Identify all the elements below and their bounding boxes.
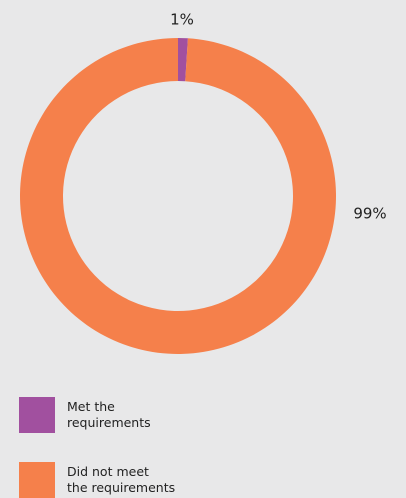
legend-item: Met the requirements (19, 397, 151, 433)
legend-label: Met the requirements (67, 399, 151, 430)
donut-slice (178, 38, 188, 82)
value-label: 1% (170, 11, 194, 29)
legend-item: Did not meet the requirements (19, 462, 175, 498)
donut-slice (20, 38, 337, 354)
chart: 1% 99% (20, 11, 387, 354)
legend-swatch (19, 462, 55, 498)
legend-swatch (19, 397, 55, 433)
legend-label: Did not meet the requirements (67, 464, 176, 495)
value-label: 99% (353, 205, 386, 223)
